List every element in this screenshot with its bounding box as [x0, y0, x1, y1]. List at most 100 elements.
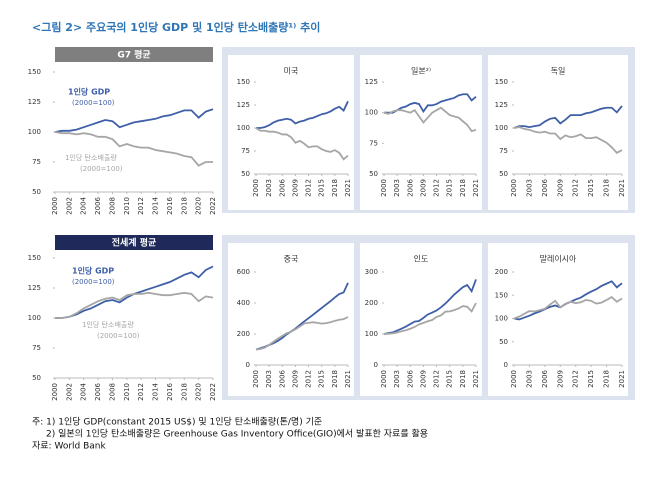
x-tick-label: 2009: [556, 179, 564, 197]
x-tick-label: 2006: [541, 178, 549, 196]
x-tick-label: 2009: [556, 370, 564, 388]
x-tick-label: 2015: [318, 179, 326, 197]
y-tick-label: 200: [365, 299, 378, 307]
x-tick-label: 2008: [108, 197, 116, 215]
y-tick-label: 50: [499, 338, 508, 346]
series-line: [255, 127, 349, 161]
x-tick-label: 2015: [587, 370, 595, 388]
x-tick-label: 2012: [305, 370, 313, 388]
x-tick-label: 2006: [406, 178, 414, 196]
y-tick-label: 50: [241, 170, 250, 178]
x-tick-label: 2018: [459, 179, 467, 197]
x-tick-label: 2012: [433, 179, 441, 197]
annotation: (2000=100): [72, 278, 115, 286]
y-tick-label: 0: [246, 361, 250, 369]
x-tick-label: 2010: [123, 197, 131, 215]
panel-background: [360, 55, 482, 210]
series-line: [256, 100, 349, 129]
x-tick-label: 2000: [510, 370, 518, 388]
x-tick-label: 2018: [180, 383, 188, 401]
x-tick-label: 2000: [51, 383, 59, 401]
series-line: [383, 106, 477, 133]
chart-title: 인도: [414, 254, 429, 264]
y-tick-label: 50: [369, 170, 378, 178]
y-tick-label: 125: [28, 98, 41, 106]
y-tick-label: 0: [504, 361, 508, 369]
panel-background: [488, 55, 628, 210]
x-tick-label: 2018: [331, 179, 339, 197]
y-tick-label: 150: [495, 78, 508, 86]
x-tick-label: 2009: [291, 370, 299, 388]
x-tick-label: 2014: [152, 196, 160, 214]
chart-title: 말레이시아: [540, 254, 577, 264]
footnote: 2) 일본의 1인당 탄소배출량은 Greenhouse Gas Invento…: [46, 428, 428, 440]
y-tick-label: 75: [369, 139, 378, 147]
chart-title: 일본²⁾: [411, 67, 431, 76]
y-tick-label: 75: [499, 147, 508, 155]
x-tick-label: 2003: [525, 179, 533, 197]
x-tick-label: 2009: [291, 179, 299, 197]
x-tick-label: 2000: [252, 179, 260, 197]
y-tick-label: 150: [495, 291, 508, 299]
x-tick-label: 2006: [406, 369, 414, 387]
y-tick-label: 100: [365, 109, 378, 117]
x-tick-label: 2002: [65, 383, 73, 401]
y-tick-label: 100: [365, 330, 378, 338]
x-tick-label: 2014: [152, 382, 160, 400]
panel-header: [55, 47, 213, 62]
x-tick-label: 2006: [278, 369, 286, 387]
x-tick-label: 2018: [331, 370, 339, 388]
x-tick-label: 2012: [305, 179, 313, 197]
x-tick-label: 2006: [541, 369, 549, 387]
y-tick-label: 100: [495, 124, 508, 132]
x-tick-label: 2003: [265, 370, 273, 388]
y-tick-label: 125: [237, 101, 250, 109]
y-tick-label: 75: [32, 344, 41, 352]
chart-title: G7 평균: [117, 49, 151, 61]
x-tick-label: 2012: [137, 383, 145, 401]
y-tick-label: 200: [237, 330, 250, 338]
x-tick-label: 2009: [419, 370, 427, 388]
x-tick-label: 2016: [166, 382, 174, 400]
y-tick-label: 75: [241, 147, 250, 155]
x-tick-label: 2021: [472, 179, 480, 197]
x-tick-label: 2003: [393, 370, 401, 388]
x-tick-label: 2018: [603, 179, 611, 197]
chart-title: 전세계 평균: [112, 237, 157, 249]
y-tick-label: 50: [32, 374, 41, 382]
x-tick-label: 2012: [433, 370, 441, 388]
y-tick-label: 100: [28, 314, 41, 322]
y-tick-label: 300: [365, 268, 378, 276]
x-tick-label: 2015: [318, 370, 326, 388]
annotation: (2000=100): [97, 332, 140, 340]
x-tick-label: 2021: [344, 179, 352, 197]
x-tick-label: 2003: [265, 179, 273, 197]
chart-title: 중국: [284, 255, 299, 264]
x-tick-label: 2018: [459, 370, 467, 388]
annotation: 1인당 탄소배출량: [65, 153, 117, 162]
series-line: [255, 316, 349, 351]
y-tick-label: 50: [499, 170, 508, 178]
x-tick-label: 2010: [123, 383, 131, 401]
chart-title: 미국: [284, 67, 299, 76]
x-tick-label: 2004: [80, 196, 88, 214]
chart-title: 독일: [551, 67, 566, 76]
series-line: [383, 302, 477, 335]
series-line: [513, 296, 623, 320]
y-tick-label: 100: [495, 315, 508, 323]
panel-header: [55, 235, 213, 250]
x-tick-label: 2021: [618, 179, 626, 197]
x-tick-label: 2000: [252, 370, 260, 388]
annotation: 1인당 GDP: [68, 87, 110, 97]
x-tick-label: 2000: [51, 197, 59, 215]
y-tick-label: 125: [365, 78, 378, 86]
x-tick-label: 2012: [572, 179, 580, 197]
x-tick-label: 2016: [166, 196, 174, 214]
footnote: 주: 1) 1인당 GDP(constant 2015 US$) 및 1인당 탄…: [32, 416, 322, 428]
y-tick-label: 100: [28, 128, 41, 136]
y-tick-label: 75: [32, 158, 41, 166]
source-note: 자료: World Bank: [32, 441, 106, 452]
x-tick-label: 2015: [446, 179, 454, 197]
x-tick-label: 2020: [195, 383, 203, 401]
